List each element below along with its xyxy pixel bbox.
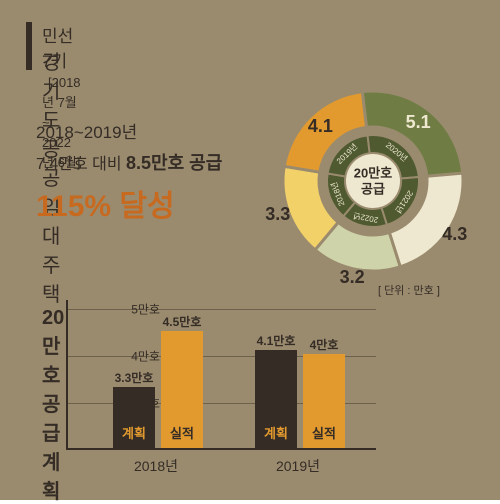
bar-chart: 3.3만호계획4.5만호실적4.1만호계획4만호실적 3만호4만호5만호2018… xyxy=(22,300,478,490)
summary-line3: 115% 달성 xyxy=(36,181,222,225)
y-axis-label: 5만호 xyxy=(131,301,160,318)
bar-top-label: 4만호 xyxy=(303,336,345,353)
donut-center-label: 20만호 공급 xyxy=(354,165,392,196)
bar-top-label: 4.1만호 xyxy=(255,332,297,349)
gridline xyxy=(68,309,376,310)
y-axis-label: 4만호 xyxy=(131,348,160,365)
donut-value-label: 4.3 xyxy=(442,224,467,245)
unit-note: [ 단위 : 만호 ] xyxy=(378,282,440,298)
summary-line2: 7.4만호 대비 8.5만호 공급 xyxy=(36,149,222,175)
bar-actual: 4.5만호실적 xyxy=(161,331,203,448)
y-axis-label: 3만호 xyxy=(131,395,160,412)
donut-value-label: 3.3 xyxy=(265,204,290,225)
summary-line1: 2018~2019년 xyxy=(36,118,222,143)
summary-l2-b: 8.5만호 공급 xyxy=(126,153,222,173)
donut-center-l1: 20만호 xyxy=(354,165,392,181)
donut-value-label: 4.1 xyxy=(308,116,333,137)
bar-plot-area: 3.3만호계획4.5만호실적4.1만호계획4만호실적 xyxy=(66,300,376,450)
x-axis-label: 2019년 xyxy=(243,456,353,476)
summary-l2-a: 7.4만호 대비 xyxy=(36,156,126,173)
bar-inner-label: 계획 xyxy=(113,423,155,442)
infographic-canvas: 민선7기 [2018년 7월 ~ 2022년 6월] 경기도 공공임대주택 20… xyxy=(0,0,500,500)
summary-block: 2018~2019년 7.4만호 대비 8.5만호 공급 115% 달성 xyxy=(36,118,222,225)
x-axis-label: 2018년 xyxy=(101,456,211,476)
header-accent-bar xyxy=(26,22,32,70)
bar-top-label: 3.3만호 xyxy=(113,369,155,386)
donut-center-l2: 공급 xyxy=(354,181,392,197)
bar-plan: 4.1만호계획 xyxy=(255,350,297,448)
donut-value-label: 3.2 xyxy=(340,267,365,288)
bar-inner-label: 계획 xyxy=(255,423,297,442)
donut-chart: 2018년2019년2020년2021년2022년 20만호 공급 3.34.1… xyxy=(278,86,468,276)
bar-inner-label: 실적 xyxy=(161,423,203,442)
bar-inner-label: 실적 xyxy=(303,423,345,442)
donut-value-label: 5.1 xyxy=(406,112,431,133)
bar-actual: 4만호실적 xyxy=(303,354,345,448)
bar-top-label: 4.5만호 xyxy=(161,313,203,330)
